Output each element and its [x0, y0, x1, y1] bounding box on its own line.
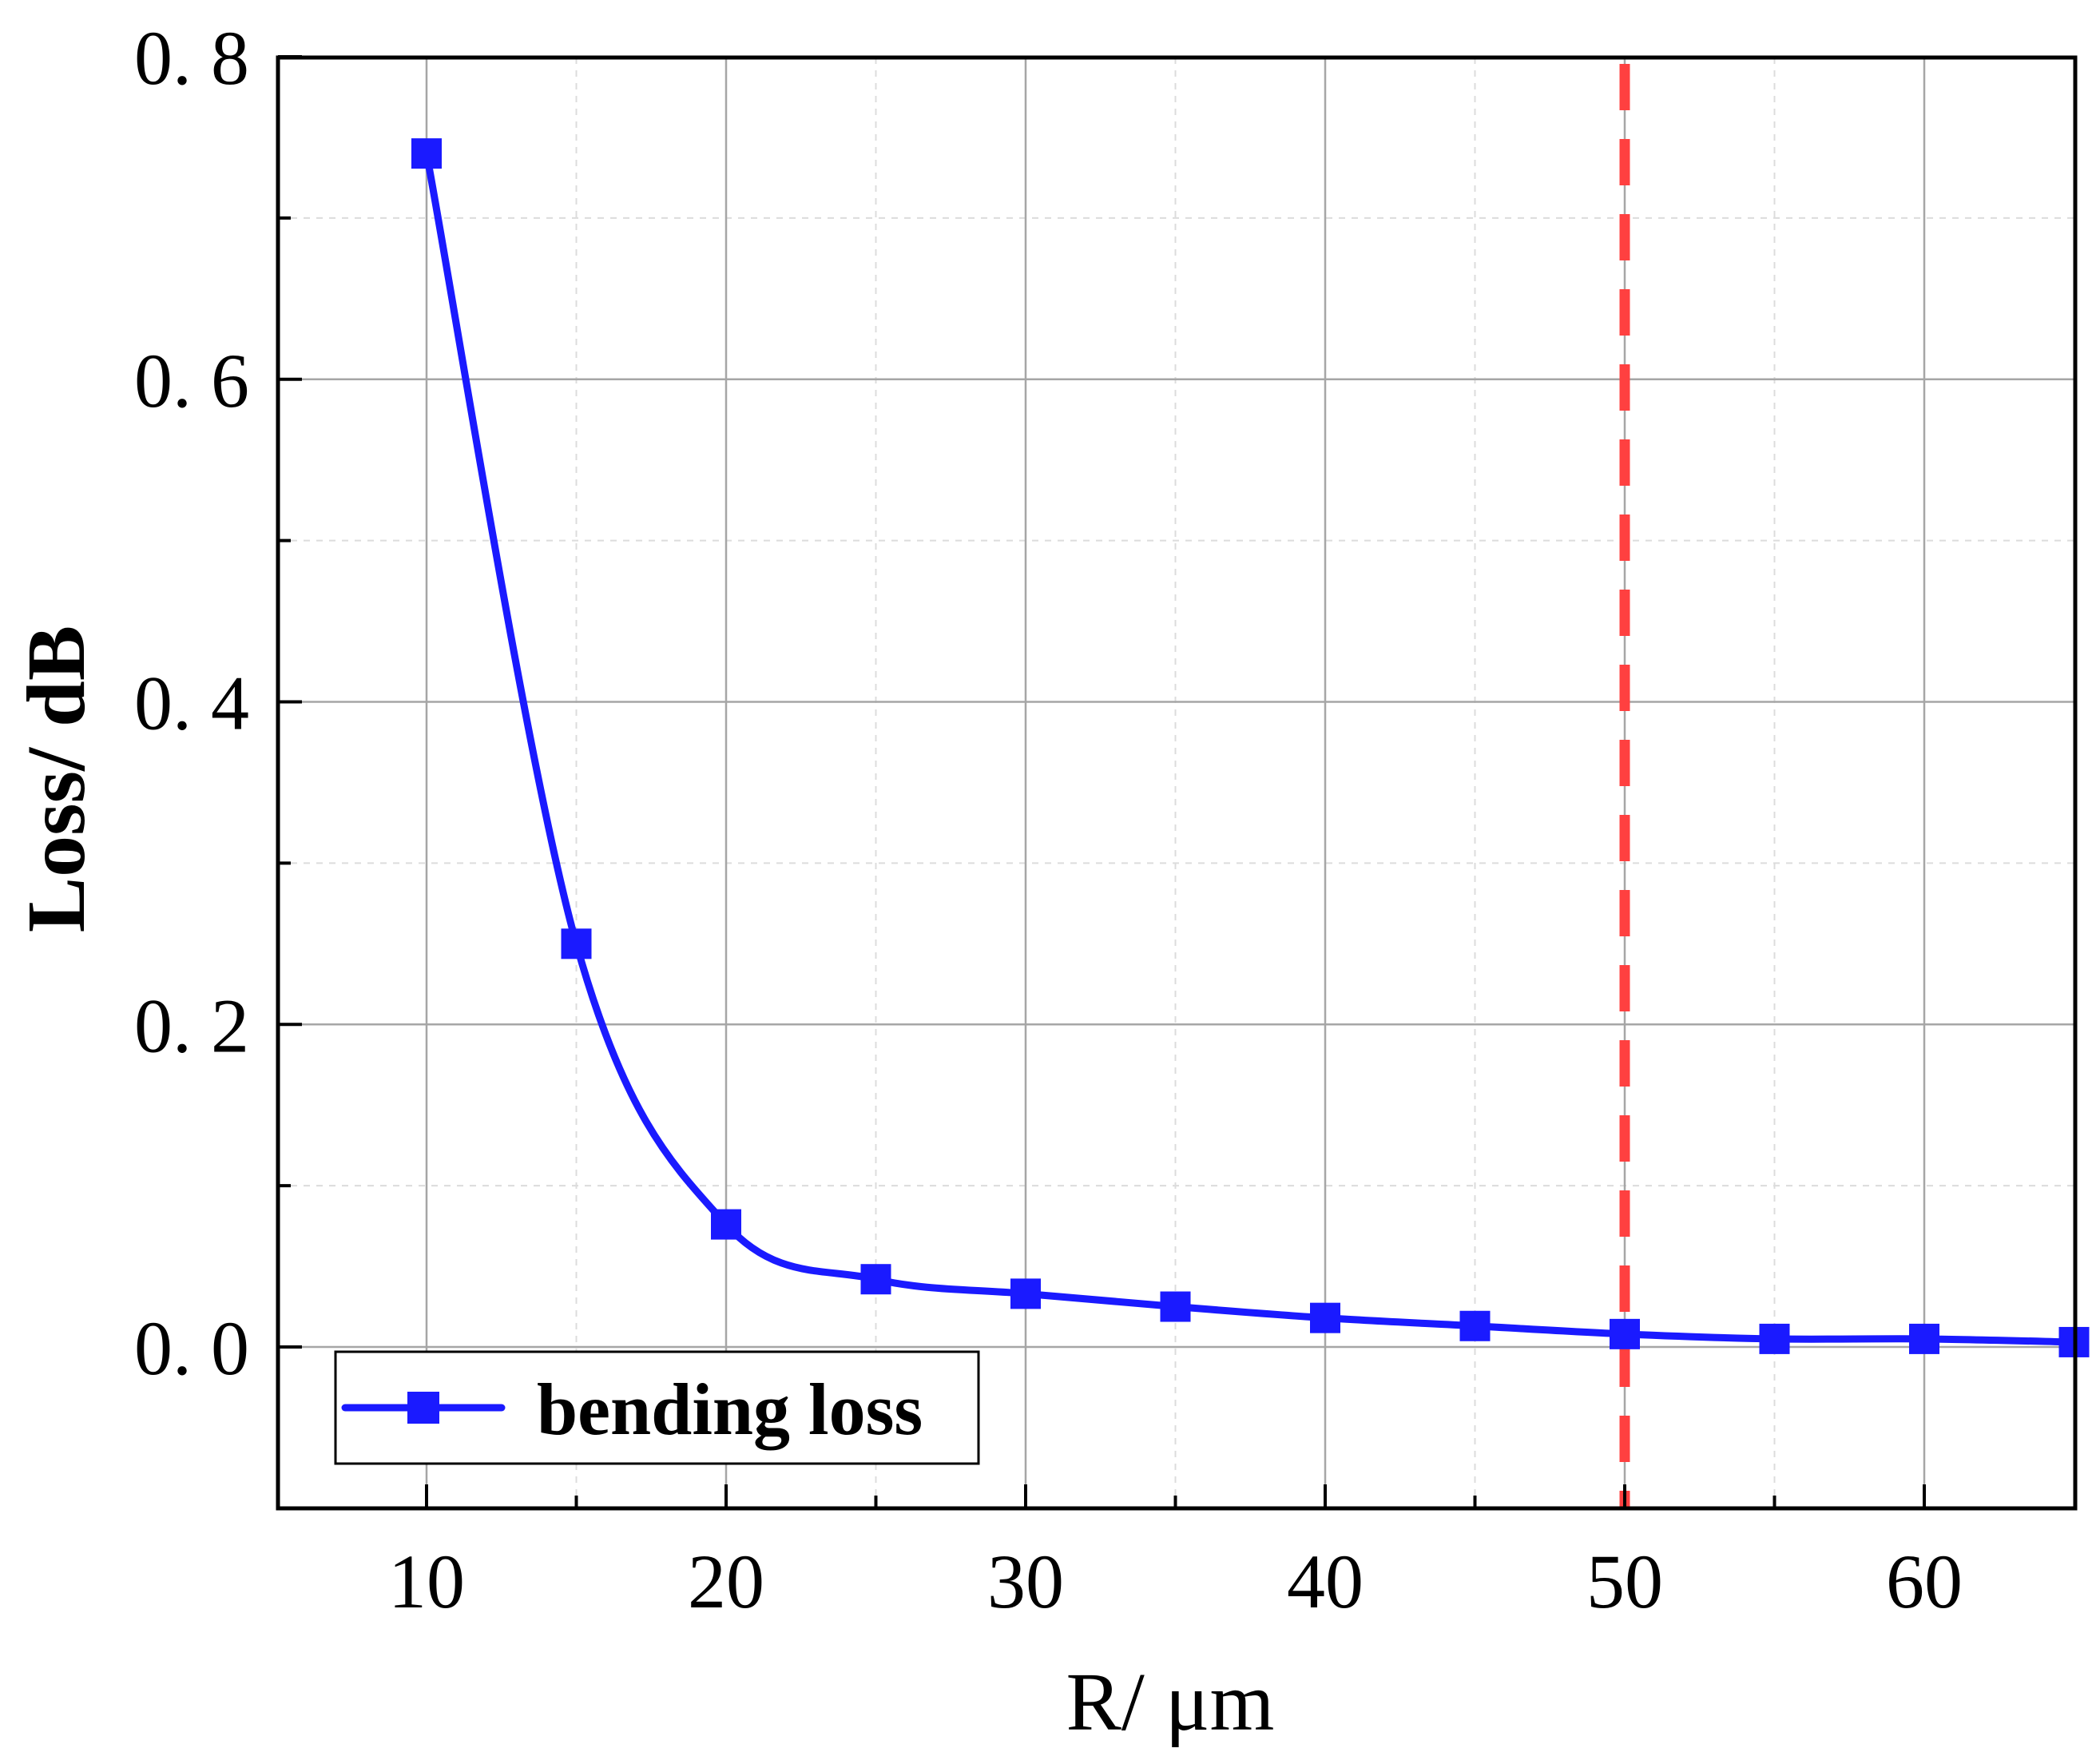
- x-tick-label: 10: [388, 1539, 465, 1624]
- y-tick-label: 0. 2: [134, 983, 249, 1068]
- y-tick-labels: 0. 0 0. 2 0. 4 0. 6 0. 8: [134, 15, 249, 1391]
- y-tick-label: 0. 0: [134, 1305, 249, 1391]
- y-tick-label: 0. 4: [134, 661, 249, 746]
- data-point-marker: [1909, 1323, 1939, 1354]
- data-point-marker: [1310, 1302, 1340, 1333]
- x-tick-label: 60: [1886, 1539, 1963, 1624]
- x-tick-label: 20: [688, 1539, 764, 1624]
- data-point-marker: [711, 1209, 741, 1240]
- y-tick-label: 0. 6: [134, 338, 249, 423]
- data-point-marker: [1010, 1278, 1041, 1309]
- data-point-marker: [1759, 1323, 1790, 1354]
- legend-label: bending loss: [537, 1369, 923, 1450]
- legend: bending loss: [334, 1350, 980, 1465]
- axis-ticks: [278, 55, 1926, 1508]
- data-point-marker: [1610, 1318, 1640, 1349]
- series-layer: [411, 138, 2090, 1357]
- y-axis-title: Loss/ dB: [10, 626, 102, 932]
- x-tick-label: 30: [987, 1539, 1064, 1624]
- x-axis-title: R/ μm: [1066, 1656, 1275, 1748]
- data-point-marker: [411, 138, 442, 169]
- major-gridlines: [278, 55, 2075, 1508]
- x-tick-label: 40: [1287, 1539, 1364, 1624]
- x-tick-label: 50: [1586, 1539, 1663, 1624]
- y-tick-label: 0. 8: [134, 15, 249, 101]
- minor-gridlines: [278, 58, 2075, 1508]
- data-point-marker: [1160, 1291, 1191, 1322]
- data-point-marker: [860, 1264, 891, 1295]
- legend-marker-swatch: [407, 1392, 439, 1424]
- x-tick-labels: 10 20 30 40 50 60: [388, 1539, 1963, 1624]
- data-point-marker: [1459, 1310, 1491, 1341]
- data-point-marker: [561, 928, 592, 959]
